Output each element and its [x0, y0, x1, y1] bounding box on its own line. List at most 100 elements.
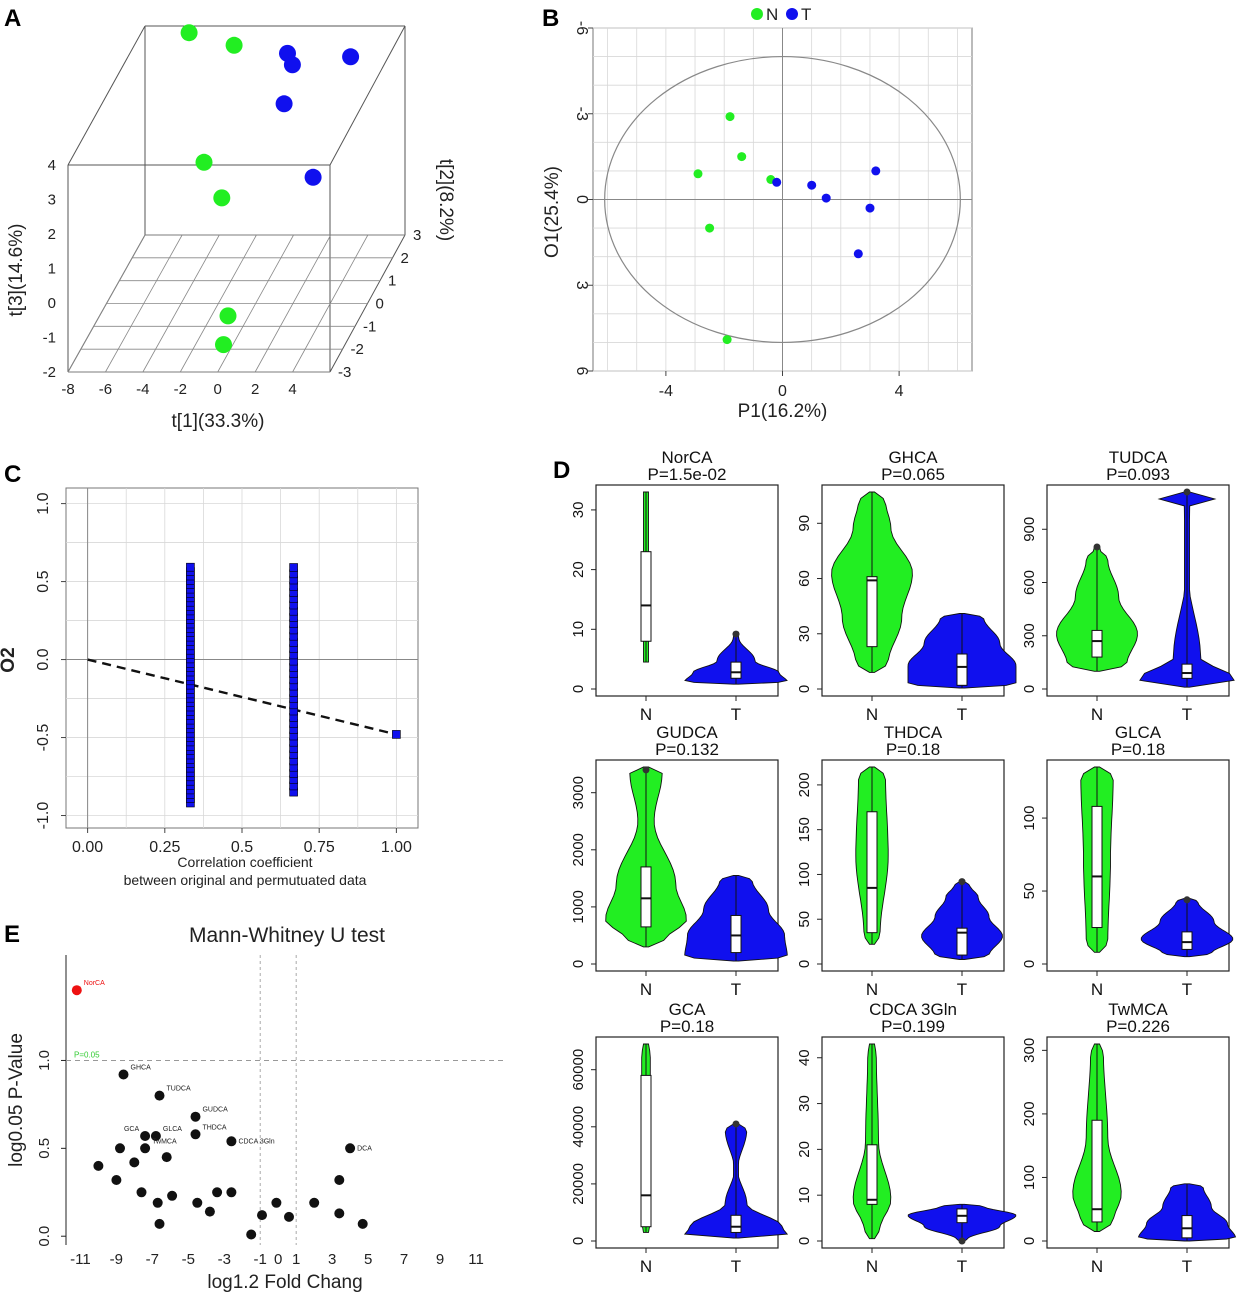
- x-tick-label: -3: [218, 1251, 231, 1268]
- x-tick-label: T: [1182, 705, 1192, 724]
- box: [1181, 1215, 1193, 1239]
- x-tick-label: -9: [110, 1251, 123, 1268]
- threshold-label: P=0.05: [74, 1050, 100, 1059]
- point-t: [853, 249, 863, 259]
- y-axis-title: t[3](14.6%): [6, 224, 27, 317]
- x-tick-label: 0: [214, 381, 222, 398]
- y-tick-label: 0.0: [36, 1226, 53, 1247]
- y-tick-label: 200: [796, 772, 813, 797]
- y-tick-label: 30: [796, 625, 813, 642]
- panel-b-score-plot: B -4 0 4 -6 -3 0 3 6 P1(16.2%) O1(25.4%) N T: [542, 5, 973, 422]
- x-tick-label: N: [1091, 1257, 1103, 1276]
- data-point: [309, 1197, 320, 1208]
- y-tick-label: 300: [1021, 623, 1038, 648]
- box: [1181, 663, 1193, 679]
- z-tick-label: -1: [363, 318, 376, 335]
- y-tick-label: 1: [48, 261, 56, 278]
- x-axis-title: P1(16.2%): [738, 401, 828, 422]
- data-point: [246, 1229, 257, 1240]
- x-tick-label: 0.00: [72, 839, 103, 856]
- labeled-point: [71, 985, 82, 996]
- data-point: [129, 1157, 140, 1168]
- x-tick-label: 0: [778, 383, 787, 400]
- point-label: TwMCA: [152, 1138, 177, 1145]
- panel-a-3d-scatter: A-8 -6 -4 -2 0 2 4-3-2-10123-2-101234t[1](33.3…: [4, 5, 456, 432]
- labeled-point: [118, 1069, 129, 1080]
- point-t: [865, 203, 875, 213]
- box: [1091, 1119, 1103, 1223]
- y-tick-label: 1.0: [36, 1050, 53, 1071]
- labeled-point: [154, 1090, 165, 1101]
- x-tick-label: T: [1182, 980, 1192, 999]
- panel-e-volcano-plot: E Mann-Whitney U test P=0.05 -11 -9 -7 -5 -3 -1 0…: [4, 921, 503, 1293]
- x-tick-label: 7: [400, 1251, 408, 1268]
- violin-title: GUDCA: [656, 723, 718, 742]
- z-tick-label: 1: [388, 273, 396, 290]
- x-tick-label: T: [731, 705, 741, 724]
- data-point: [226, 1187, 237, 1198]
- labeled-point: [190, 1129, 201, 1140]
- legend-marker-n: [751, 8, 763, 20]
- panel-c-permutation-plot: C 0.00 0.25 0.5 0.75 1.00 1.0 0.5 0.0 -0.5 -1.0 O2 C…: [0, 461, 419, 888]
- violin-title: GCA: [669, 1000, 707, 1019]
- x-tick-label: 3: [328, 1251, 336, 1268]
- data-point: [136, 1187, 147, 1198]
- point-n: [215, 336, 232, 354]
- permutation-point: [186, 562, 195, 572]
- data-point: [167, 1190, 178, 1201]
- y-tick-label: 600: [1021, 570, 1038, 595]
- violin-p-value: P=0.199: [881, 1017, 945, 1036]
- box: [866, 1144, 878, 1205]
- y-tick-label: -6: [573, 21, 590, 35]
- point-n: [225, 36, 243, 54]
- data-point: [334, 1175, 345, 1185]
- labeled-point: [226, 1136, 237, 1147]
- point-n: [219, 307, 237, 325]
- x-tick-label: T: [731, 1257, 741, 1276]
- y-tick-label: 0: [570, 1237, 587, 1245]
- y-tick-label: -1: [43, 330, 56, 347]
- y-tick-label: 0: [1021, 960, 1038, 968]
- point-n: [725, 112, 735, 122]
- y-tick-label: -0.5: [35, 724, 52, 752]
- y-tick-label: 3: [48, 192, 56, 209]
- data-point: [192, 1197, 203, 1208]
- y-tick-label: 100: [1021, 1165, 1038, 1190]
- y-tick-label: 0: [573, 195, 590, 204]
- x-tick-label: -2: [174, 381, 187, 398]
- panel-letter-e: E: [4, 921, 20, 948]
- box: [956, 927, 968, 956]
- x-tick-label: T: [1182, 1257, 1192, 1276]
- data-point: [204, 1206, 215, 1217]
- outlier-point: [1183, 488, 1191, 496]
- violin-p-value: P=0.132: [655, 740, 719, 759]
- x-tick-label: N: [866, 980, 878, 999]
- outlier-point: [732, 630, 740, 638]
- y-tick-label: 200: [1021, 1101, 1038, 1126]
- y-axis-title: log0.05 P-Value: [6, 1033, 27, 1167]
- box: [1091, 629, 1103, 658]
- y-tick-label: 0: [1021, 685, 1038, 693]
- data-point: [284, 1211, 294, 1222]
- x-axis-title-line2: between original and permutuated data: [124, 872, 367, 888]
- x-tick-label: -11: [70, 1251, 91, 1268]
- outlier-point: [642, 766, 650, 774]
- x-tick-label: T: [957, 980, 967, 999]
- cube-edge: [329, 25, 406, 166]
- labeled-point: [345, 1143, 356, 1154]
- point-label: CDCA 3Gln: [238, 1138, 274, 1145]
- data-point: [212, 1187, 223, 1198]
- y-tick-label: 20: [570, 561, 587, 578]
- y-tick-label: 50: [1021, 883, 1038, 900]
- data-point: [161, 1152, 172, 1163]
- y-tick-label: 2000: [570, 833, 587, 866]
- point-label: NorCA: [84, 980, 105, 987]
- outlier-point: [732, 1120, 740, 1128]
- confidence-ellipse: [604, 55, 961, 344]
- x-tick-label: 2: [251, 381, 259, 398]
